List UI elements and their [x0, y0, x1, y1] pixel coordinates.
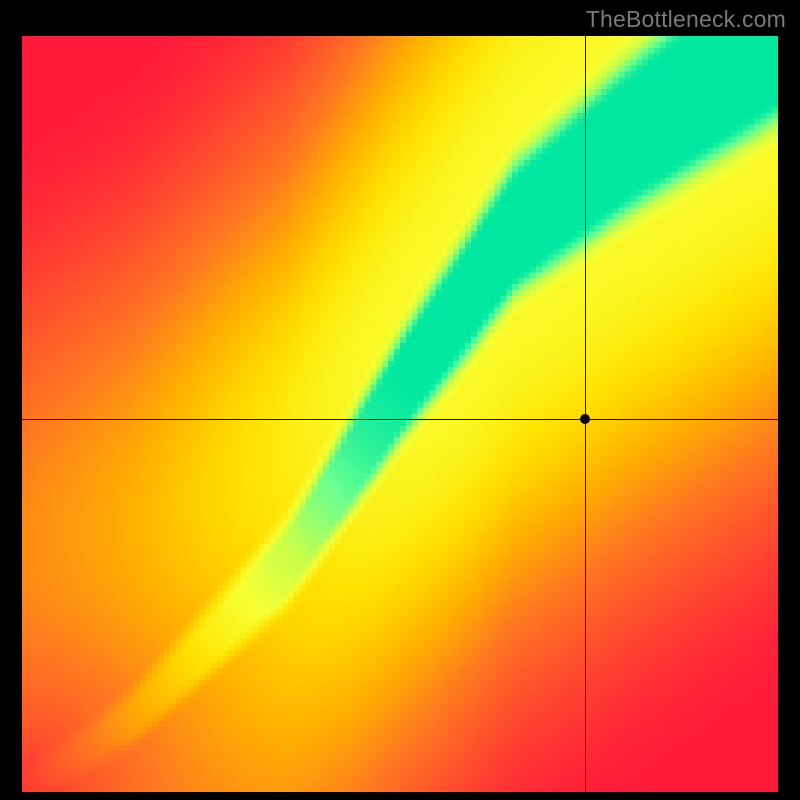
watermark-text: TheBottleneck.com [586, 6, 786, 33]
data-point-marker [580, 414, 590, 424]
chart-container: TheBottleneck.com [0, 0, 800, 800]
plot-area [22, 36, 778, 792]
heatmap-canvas [22, 36, 778, 792]
crosshair-horizontal [22, 419, 778, 420]
